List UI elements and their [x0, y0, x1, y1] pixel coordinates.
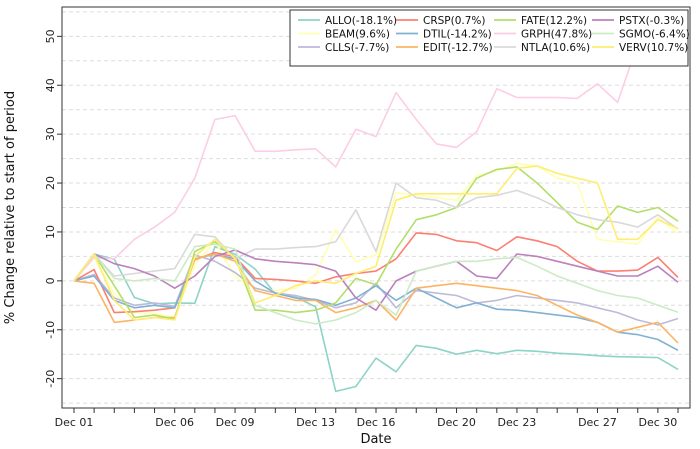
y-tick-label: 30: [44, 127, 57, 141]
y-tick-label: -10: [44, 321, 57, 339]
series-line: [73, 166, 679, 320]
series-lines: [73, 42, 679, 393]
y-tick-label: 0: [44, 277, 57, 284]
legend-label: CLLS(-7.7%): [325, 42, 389, 54]
y-tick-label: 20: [44, 176, 57, 190]
x-tick-label: Dec 27: [578, 416, 617, 429]
legend: ALLO(-18.1%) BEAM(9.6%)CLLS(-7.7%) CRSP(0.…: [289, 9, 690, 67]
legend-label: BEAM(9.6%): [325, 29, 390, 41]
x-axis-title: Date: [360, 432, 391, 447]
y-tick-label: -20: [44, 370, 57, 388]
grid: [62, 11, 690, 404]
x-tick-label: Dec 23: [498, 416, 537, 429]
y-tick-label: 10: [44, 225, 57, 239]
legend-label: ALLO(-18.1%): [325, 15, 397, 27]
series-line: [73, 165, 679, 321]
legend-label: GRPH(47.8%): [521, 29, 592, 41]
y-axis: -20 -10 0 10 20 30 40 50: [44, 29, 62, 388]
x-tick-label: Dec 16: [357, 416, 396, 429]
legend-label: SGMO(-6.4%): [619, 29, 690, 41]
series-line: [73, 42, 679, 282]
y-tick-label: 40: [44, 78, 57, 92]
x-tick-label: Dec 01: [55, 416, 94, 429]
series-line: [73, 253, 679, 352]
series-line: [73, 245, 679, 393]
x-tick-label: Dec 09: [216, 416, 255, 429]
legend-label: DTIL(-14.2%): [423, 29, 492, 41]
series-line: [73, 249, 679, 312]
y-tick-label: 50: [44, 29, 57, 43]
x-axis: Dec 01 Dec 06 Dec 09 Dec 13 Dec 16 Dec 20 Dec …: [55, 408, 679, 429]
series-line: [73, 162, 679, 319]
x-tick-label: Dec 20: [437, 416, 476, 429]
y-axis-title: % Change relative to start of period: [3, 91, 18, 324]
series-line: [73, 182, 679, 282]
legend-label: EDIT(-12.7%): [423, 42, 493, 54]
legend-label: NTLA(10.6%): [521, 42, 590, 54]
legend-label: PSTX(-0.3%): [619, 15, 684, 27]
legend-label: CRSP(0.7%): [423, 15, 486, 27]
legend-box: [289, 9, 689, 67]
x-tick-label: Dec 13: [296, 416, 335, 429]
legend-label: VERV(10.7%): [619, 42, 688, 54]
legend-label: FATE(12.2%): [521, 15, 587, 27]
x-tick-label: Dec 06: [155, 416, 194, 429]
x-tick-label: Dec 30: [638, 416, 677, 429]
series-line: [73, 243, 679, 325]
